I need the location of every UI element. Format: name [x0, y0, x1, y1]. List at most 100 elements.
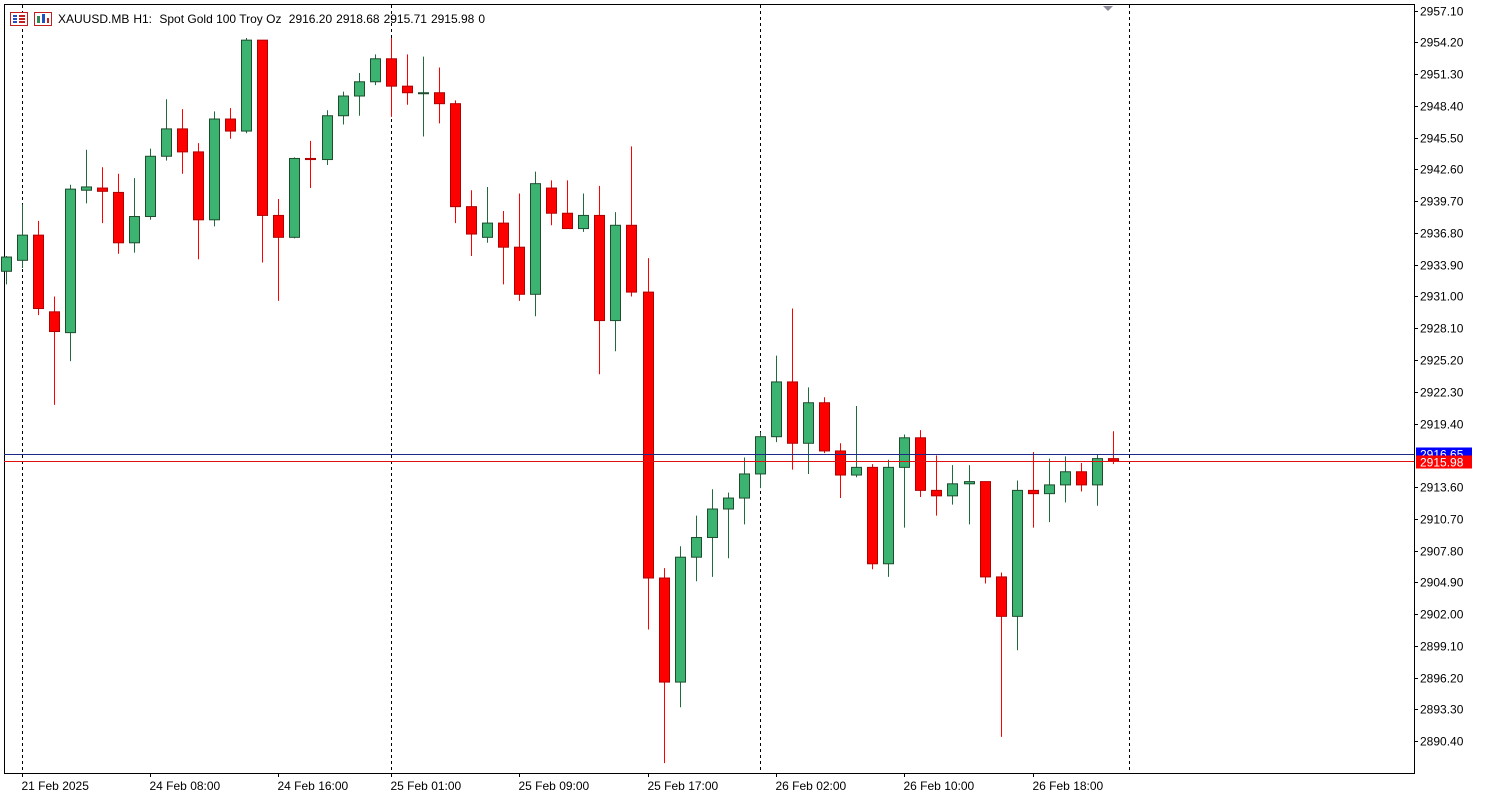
candle-body-32: [514, 246, 525, 295]
candle-body-25: [402, 85, 413, 94]
y-tick-label-1: 2954.20: [1420, 36, 1464, 50]
candle-body-22: [354, 81, 365, 97]
y-tick-label-8: 2933.90: [1420, 259, 1464, 273]
candle-body-45: [723, 497, 734, 510]
candle-body-2: [33, 234, 44, 310]
candle-body-30: [482, 222, 493, 238]
x-tick-label-6: 26 Feb 02:00: [776, 779, 847, 793]
candle-body-20: [322, 115, 333, 161]
candle-body-44: [707, 508, 718, 538]
candle-body-50: [803, 402, 814, 444]
candle-body-55: [883, 466, 894, 565]
ohlc-close: 2915.98: [430, 12, 475, 26]
candle-body-36: [578, 214, 589, 230]
candle-body-66: [1060, 471, 1071, 486]
y-tick-label-17: 2904.90: [1420, 576, 1464, 590]
candle-body-26: [418, 92, 429, 95]
candle-body-46: [739, 473, 750, 499]
candle-body-61: [980, 481, 991, 578]
candle-body-49: [787, 381, 798, 444]
y-tick-label-13: 2919.40: [1420, 418, 1464, 432]
y-tick-label-6: 2939.70: [1420, 195, 1464, 209]
candle-body-68: [1092, 458, 1103, 486]
x-tick-label-2: 24 Feb 16:00: [278, 779, 349, 793]
candle-body-39: [626, 224, 637, 293]
y-tick-label-14: 2913.60: [1420, 481, 1464, 495]
x-tick-label-8: 26 Feb 18:00: [1033, 779, 1104, 793]
y-tick-label-7: 2936.80: [1420, 227, 1464, 241]
candle-body-34: [546, 187, 557, 214]
candle-body-58: [931, 489, 942, 497]
chart-list-icon[interactable]: [10, 12, 28, 26]
y-tick-label-2: 2951.30: [1420, 68, 1464, 82]
y-tick-label-12: 2922.30: [1420, 386, 1464, 400]
candle-body-37: [594, 214, 605, 322]
candle-body-24: [386, 58, 397, 87]
candle-body-33: [530, 183, 541, 295]
candle-body-41: [659, 577, 670, 683]
candle-body-18: [289, 157, 300, 238]
candle-body-35: [562, 212, 573, 230]
candle-body-43: [691, 536, 702, 558]
candle-body-29: [466, 206, 477, 235]
timeframe: H1:: [133, 12, 153, 26]
candle-body-38: [610, 224, 621, 322]
chart-settings-icon[interactable]: [34, 12, 52, 26]
chart-shift-marker-icon: [1103, 6, 1113, 11]
candle-body-3: [49, 311, 60, 333]
candle-body-6: [97, 187, 108, 192]
candle-body-14: [225, 118, 236, 132]
y-tick-label-11: 2925.20: [1420, 354, 1464, 368]
candle-body-23: [370, 58, 381, 83]
y-tick-label-18: 2902.00: [1420, 608, 1464, 622]
candle-body-21: [338, 95, 349, 117]
candle-body-7: [113, 191, 124, 244]
x-tick-label-4: 25 Feb 09:00: [519, 779, 590, 793]
symbol-description: Spot Gold 100 Troy Oz: [159, 12, 282, 26]
candle-body-15: [241, 39, 252, 132]
candle-body-54: [867, 466, 878, 565]
y-tick-label-19: 2899.10: [1420, 640, 1464, 654]
candle-body-1: [17, 234, 28, 261]
candle-body-11: [177, 128, 188, 153]
candle-body-13: [209, 118, 220, 221]
plot-frame: [4, 4, 1415, 774]
candle-body-9: [145, 155, 156, 218]
candle-body-27: [434, 92, 445, 105]
y-tick-label-20: 2896.20: [1420, 672, 1464, 686]
x-tick-label-3: 25 Feb 01:00: [391, 779, 462, 793]
candle-body-0: [1, 256, 12, 272]
candle-body-65: [1044, 484, 1055, 495]
candle-body-53: [851, 466, 862, 476]
y-tick-label-15: 2910.70: [1420, 513, 1464, 527]
bid-price-label: 2915.98: [1420, 456, 1464, 470]
volume: 0: [478, 12, 486, 26]
candle-body-17: [273, 214, 284, 238]
chart-header: XAUUSD.MB H1: Spot Gold 100 Troy Oz 2916.…: [10, 11, 489, 27]
ohlc-low: 2915.71: [383, 12, 427, 26]
candle-body-57: [915, 437, 926, 491]
candle-body-8: [129, 216, 140, 244]
candle-body-52: [835, 450, 846, 476]
candle-body-16: [257, 39, 268, 216]
x-tick-label-7: 26 Feb 10:00: [904, 779, 975, 793]
x-tick-label-1: 24 Feb 08:00: [150, 779, 221, 793]
candle-body-59: [947, 483, 958, 497]
y-tick-label-10: 2928.10: [1420, 322, 1464, 336]
y-tick-label-5: 2942.60: [1420, 163, 1464, 177]
y-tick-label-3: 2948.40: [1420, 100, 1464, 114]
candle-body-12: [193, 151, 204, 221]
candle-body-64: [1028, 489, 1039, 495]
candle-body-40: [643, 291, 654, 579]
candle-body-47: [755, 436, 766, 475]
candle-body-63: [1012, 489, 1023, 617]
y-tick-label-9: 2931.00: [1420, 290, 1464, 304]
candle-body-69: [1108, 458, 1119, 462]
ohlc-high: 2918.68: [336, 12, 380, 26]
bid-price-label-bg: [1416, 455, 1472, 469]
y-tick-label-16: 2907.80: [1420, 545, 1464, 559]
candle-body-60: [964, 481, 975, 485]
candle-body-10: [161, 128, 172, 157]
